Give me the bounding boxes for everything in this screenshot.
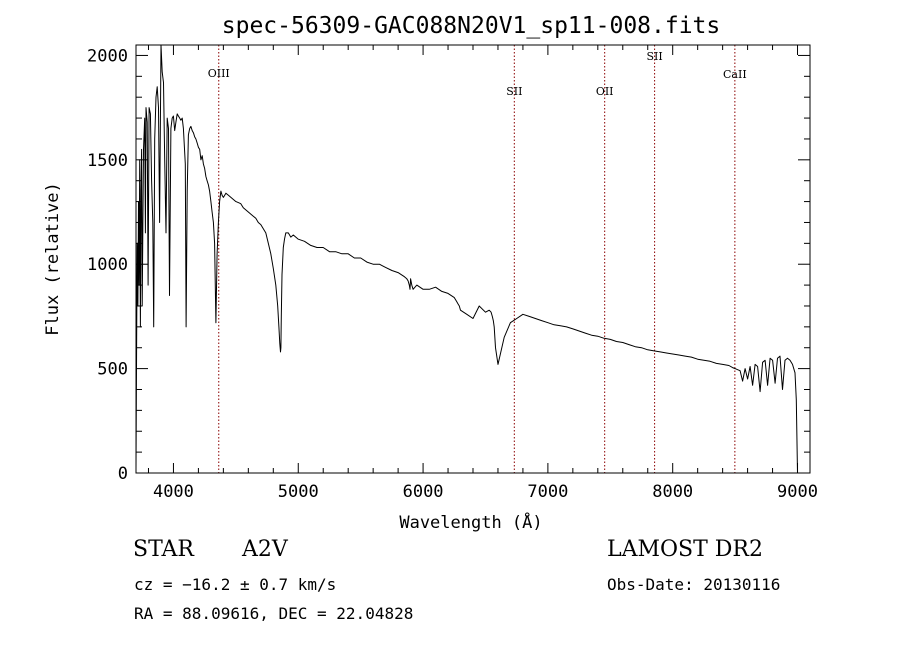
observation-date: Obs-Date: 20130116 (607, 575, 781, 594)
x-tick-label: 9000 (777, 482, 818, 502)
ra-dec-coordinates: RA = 88.09616, DEC = 22.04828 (134, 604, 414, 623)
line-marker-label: SII (506, 85, 522, 98)
x-tick-label: 5000 (278, 482, 319, 502)
redshift-cz: cz = −16.2 ± 0.7 km/s (134, 575, 337, 594)
x-tick-label: 6000 (403, 482, 444, 502)
y-tick-label: 500 (97, 360, 128, 380)
y-tick-label: 2000 (87, 46, 128, 66)
spectrum-series-line (135, 44, 799, 474)
y-axis-label: Flux (relative) (43, 182, 63, 336)
x-tick-label: 4000 (153, 482, 194, 502)
spectral-subclass: A2V (242, 537, 288, 562)
line-marker-label: SII (646, 50, 662, 63)
x-tick-label: 7000 (527, 482, 568, 502)
chart-title: spec-56309-GAC088N20V1_sp11-008.fits (222, 13, 721, 39)
y-axis-ticks: 0 500 1000 1500 2000 (87, 46, 810, 484)
line-marker-label: OIII (208, 67, 230, 80)
y-tick-label: 1000 (87, 255, 128, 275)
x-axis-label: Wavelength (Å) (399, 511, 542, 533)
object-class: STAR (133, 537, 194, 562)
emission-line-markers: OIII SII OII SII CaII (208, 45, 747, 473)
survey-release: LAMOST DR2 (607, 537, 763, 562)
y-tick-label: 0 (118, 464, 128, 484)
line-marker-label: OII (596, 85, 614, 98)
x-axis-ticks: 4000 5000 6000 7000 8000 9000 (147, 45, 818, 502)
line-marker-label: CaII (723, 68, 747, 81)
plot-frame (135, 44, 811, 474)
x-tick-label: 8000 (652, 482, 693, 502)
y-tick-label: 1500 (87, 151, 128, 171)
